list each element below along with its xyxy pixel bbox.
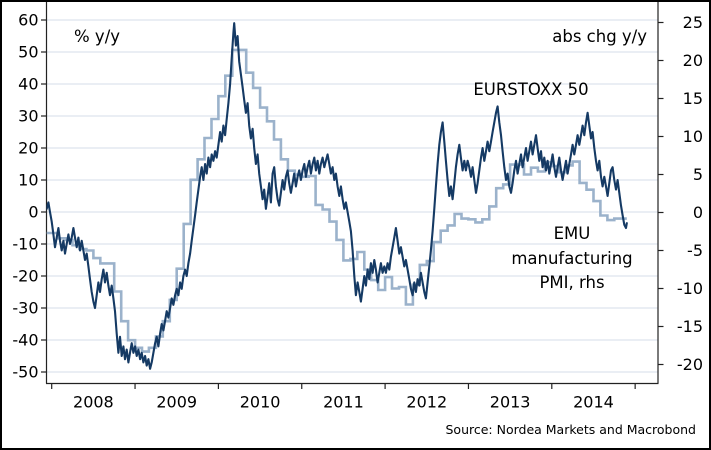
svg-text:0: 0: [693, 203, 703, 222]
svg-text:20: 20: [683, 51, 703, 70]
svg-text:20: 20: [18, 139, 38, 158]
left-axis-unit-label: % y/y: [74, 27, 121, 46]
svg-text:25: 25: [683, 13, 703, 32]
right-axis-unit-label: abs chg y/y: [552, 27, 647, 46]
svg-text:15: 15: [683, 89, 703, 108]
svg-text:-5: -5: [687, 241, 703, 260]
svg-text:2011: 2011: [323, 393, 364, 412]
svg-text:10: 10: [683, 127, 703, 146]
svg-text:2010: 2010: [240, 393, 281, 412]
series-label-eurstoxx: EURSTOXX 50: [473, 80, 589, 99]
series-label-emu-line3: PMI, rhs: [539, 273, 605, 292]
series-label-emu-line1: EMU: [553, 224, 591, 243]
svg-text:-10: -10: [12, 235, 38, 254]
svg-text:5: 5: [693, 165, 703, 184]
svg-text:-10: -10: [677, 279, 703, 298]
series-label-emu-pmi: EMU manufacturing PMI, rhs: [511, 222, 632, 296]
svg-text:0: 0: [28, 203, 38, 222]
source-note: Source: Nordea Markets and Macrobond: [445, 422, 696, 437]
svg-text:2009: 2009: [156, 393, 197, 412]
svg-text:30: 30: [18, 107, 38, 126]
svg-text:-40: -40: [12, 331, 38, 350]
svg-text:-15: -15: [677, 317, 703, 336]
svg-text:10: 10: [18, 171, 38, 190]
svg-text:-30: -30: [12, 299, 38, 318]
svg-text:2013: 2013: [490, 393, 531, 412]
svg-text:60: 60: [18, 11, 38, 30]
svg-text:2014: 2014: [573, 393, 614, 412]
svg-text:-20: -20: [677, 355, 703, 374]
svg-text:-50: -50: [12, 363, 38, 382]
series-label-emu-line2: manufacturing: [511, 248, 633, 268]
svg-text:-20: -20: [12, 267, 38, 286]
svg-text:40: 40: [18, 75, 38, 94]
svg-text:50: 50: [18, 43, 38, 62]
svg-text:2008: 2008: [73, 393, 114, 412]
svg-text:2012: 2012: [406, 393, 447, 412]
